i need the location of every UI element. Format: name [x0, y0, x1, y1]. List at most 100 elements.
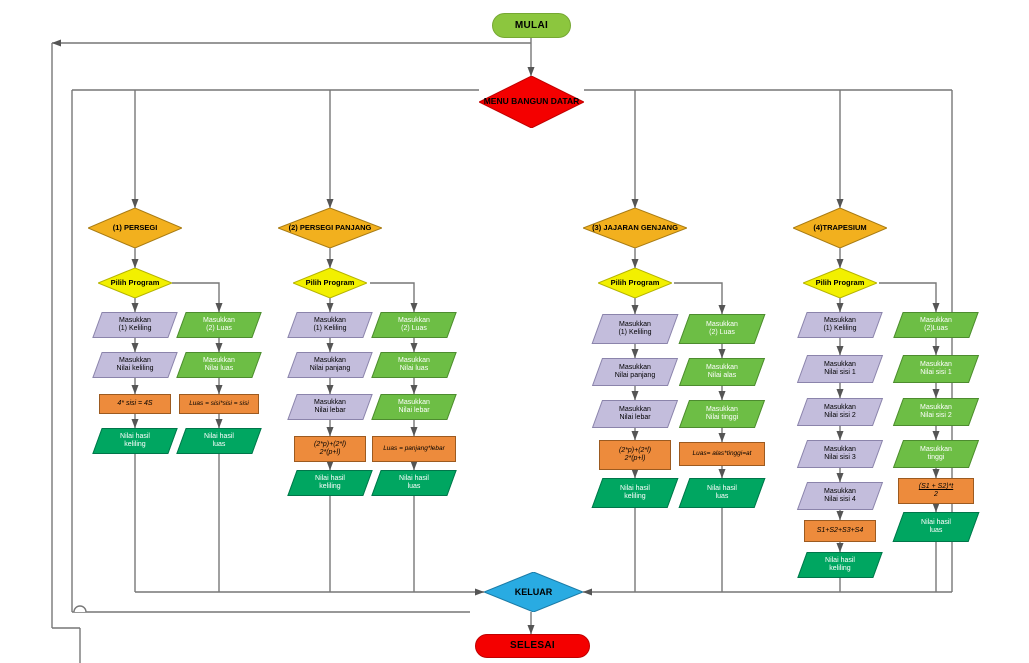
decision-program-persegi-panjang[interactable]: Pilih Program — [293, 268, 367, 298]
process-label: (2*p)+(2*l) 2*(p+l) — [313, 441, 347, 456]
decision-program-trapesium[interactable]: Pilih Program — [803, 268, 877, 298]
terminator-end-label: SELESAI — [510, 640, 555, 652]
input-persegi-panjang-keliling-2[interactable]: Masukkan Nilai panjang — [287, 352, 373, 378]
input-label: Masukkan (2) Luas — [203, 316, 235, 332]
output-label: Nilai hasil keliling — [120, 432, 150, 448]
input-persegi-panjang-keliling-3[interactable]: Masukkan Nilai lebar — [287, 394, 373, 420]
input-label: Masukkan Nilai alas — [706, 363, 738, 379]
input-trapesium-keliling-5[interactable]: Masukkan Nilai sisi 4 — [796, 482, 884, 510]
process-label: (2*p)+(2*l) 2*(p+l) — [618, 447, 652, 462]
input-persegi-panjang-luas-2[interactable]: Masukkan Nilai luas — [371, 352, 457, 378]
output-jajaran-genjang-keliling[interactable]: Nilai hasil keliling — [591, 478, 679, 508]
decision-program-persegi[interactable]: Pilih Program — [98, 268, 172, 298]
output-label: Nilai hasil luas — [707, 484, 737, 500]
input-label: Masukkan Nilai sisi 1 — [920, 360, 952, 376]
input-label: Masukkan (1) Keliling — [313, 316, 347, 332]
terminator-end[interactable]: SELESAI — [475, 634, 590, 658]
input-jajaran-genjang-luas-3[interactable]: Masukkan Nilai tinggi — [678, 400, 766, 428]
decision-shape-persegi-panjang-label: (2) PERSEGI PANJANG — [288, 222, 372, 232]
output-label: Nilai hasil keliling — [825, 556, 855, 572]
output-persegi-keliling[interactable]: Nilai hasil keliling — [92, 428, 178, 454]
input-trapesium-luas-2[interactable]: Masukkan Nilai sisi 1 — [892, 355, 980, 383]
input-label: Masukkan Nilai lebar — [398, 398, 430, 414]
diamond-shape-program-persegi — [98, 268, 172, 298]
process-jajaran-genjang-keliling[interactable]: (2*p)+(2*l) 2*(p+l) — [599, 440, 671, 470]
input-persegi-luas-1[interactable]: Masukkan (2) Luas — [176, 312, 262, 338]
output-persegi-panjang-keliling[interactable]: Nilai hasil keliling — [287, 470, 373, 496]
input-trapesium-keliling-1[interactable]: Masukkan (1) Keliling — [797, 312, 883, 338]
input-label: Masukkan Nilai lebar — [314, 398, 346, 414]
decision-shape-jajaran-genjang[interactable]: (3) JAJARAN GENJANG — [583, 208, 687, 248]
process-trapesium-luas[interactable]: (S1 + S2)*t 2 — [898, 478, 974, 504]
output-trapesium-keliling[interactable]: Nilai hasil keliling — [797, 552, 883, 578]
decision-menu[interactable]: MENU BANGUN DATAR — [479, 76, 584, 128]
input-trapesium-luas-4[interactable]: Masukkan tinggi — [892, 440, 980, 468]
output-persegi-luas[interactable]: Nilai hasil luas — [176, 428, 262, 454]
decision-exit[interactable]: KELUAR — [484, 572, 583, 612]
diamond-shape-trapesium — [793, 208, 887, 248]
input-label: Masukkan Nilai sisi 3 — [824, 445, 856, 461]
decision-shape-trapesium[interactable]: (4)TRAPESIUM — [793, 208, 887, 248]
process-persegi-keliling[interactable]: 4* sisi = 4S — [99, 394, 171, 414]
process-jajaran-genjang-luas[interactable]: Luas= alas*tinggi=at — [679, 442, 765, 466]
input-label: Masukkan Nilai sisi 2 — [824, 403, 856, 419]
input-persegi-panjang-luas-3[interactable]: Masukkan Nilai lebar — [371, 394, 457, 420]
input-persegi-keliling-2[interactable]: Masukkan Nilai keliling — [92, 352, 178, 378]
decision-menu-label: MENU BANGUN DATAR — [483, 96, 580, 107]
input-trapesium-luas-1[interactable]: Masukkan (2)Luas — [893, 312, 979, 338]
decision-shape-persegi-panjang[interactable]: (2) PERSEGI PANJANG — [278, 208, 382, 248]
output-jajaran-genjang-luas[interactable]: Nilai hasil luas — [678, 478, 766, 508]
input-jajaran-genjang-keliling-2[interactable]: Masukkan Nilai panjang — [591, 358, 679, 386]
diamond-shape-jajaran-genjang — [583, 208, 687, 248]
diamond-shape-persegi-panjang — [278, 208, 382, 248]
process-label: Luas = panjang*lebar — [383, 445, 445, 453]
input-jajaran-genjang-keliling-3[interactable]: Masukkan Nilai lebar — [591, 400, 679, 428]
terminator-start[interactable]: MULAI — [492, 13, 571, 38]
input-label: Masukkan Nilai sisi 1 — [824, 360, 856, 376]
input-persegi-panjang-keliling-1[interactable]: Masukkan (1) Keliling — [287, 312, 373, 338]
decision-shape-trapesium-label: (4)TRAPESIUM — [813, 222, 867, 232]
decision-shape-persegi-label: (1) PERSEGI — [112, 222, 158, 232]
input-persegi-keliling-1[interactable]: Masukkan (1) Keliling — [92, 312, 178, 338]
diamond-shape-program-jajaran-genjang — [598, 268, 672, 298]
decision-program-jajaran-genjang-label: Pilih Program — [610, 277, 660, 287]
input-trapesium-keliling-3[interactable]: Masukkan Nilai sisi 2 — [796, 398, 884, 426]
process-persegi-panjang-luas[interactable]: Luas = panjang*lebar — [372, 436, 456, 462]
input-persegi-panjang-luas-1[interactable]: Masukkan (2) Luas — [371, 312, 457, 338]
output-persegi-panjang-luas[interactable]: Nilai hasil luas — [371, 470, 457, 496]
input-label: Masukkan (2) Luas — [706, 320, 738, 336]
input-label: Masukkan (2)Luas — [920, 316, 952, 332]
input-jajaran-genjang-luas-2[interactable]: Masukkan Nilai alas — [678, 358, 766, 386]
process-persegi-luas[interactable]: Luas = sisi*sisi = sisi — [179, 394, 259, 414]
input-label: Masukkan tinggi — [920, 445, 952, 461]
process-label: S1+S2+S3+S4 — [816, 527, 864, 535]
decision-program-persegi-label: Pilih Program — [110, 277, 160, 287]
input-label: Masukkan (1) Keliling — [823, 316, 857, 332]
decision-shape-persegi[interactable]: (1) PERSEGI — [88, 208, 182, 248]
input-label: Masukkan (1) Keliling — [618, 320, 652, 336]
input-label: Masukkan (1) Keliling — [118, 316, 152, 332]
input-persegi-luas-2[interactable]: Masukkan Nilai luas — [176, 352, 262, 378]
output-label: Nilai hasil keliling — [315, 474, 345, 490]
output-label: Nilai hasil luas — [399, 474, 429, 490]
decision-shape-jajaran-genjang-label: (3) JAJARAN GENJANG — [592, 222, 678, 232]
process-persegi-panjang-keliling[interactable]: (2*p)+(2*l) 2*(p+l) — [294, 436, 366, 462]
input-label: Masukkan (2) Luas — [398, 316, 430, 332]
input-jajaran-genjang-keliling-1[interactable]: Masukkan (1) Keliling — [591, 314, 679, 344]
output-trapesium-luas[interactable]: Nilai hasil luas — [892, 512, 980, 542]
process-trapesium-keliling[interactable]: S1+S2+S3+S4 — [804, 520, 876, 542]
input-label: Masukkan Nilai luas — [398, 356, 430, 372]
input-label: Masukkan Nilai sisi 2 — [920, 403, 952, 419]
decision-program-jajaran-genjang[interactable]: Pilih Program — [598, 268, 672, 298]
output-label: Nilai hasil luas — [921, 518, 951, 534]
diamond-shape-program-trapesium — [803, 268, 877, 298]
input-trapesium-keliling-2[interactable]: Masukkan Nilai sisi 1 — [796, 355, 884, 383]
process-denominator-label: 2 — [934, 491, 938, 498]
input-trapesium-keliling-4[interactable]: Masukkan Nilai sisi 3 — [796, 440, 884, 468]
input-label: Masukkan Nilai luas — [203, 356, 235, 372]
input-trapesium-luas-3[interactable]: Masukkan Nilai sisi 2 — [892, 398, 980, 426]
input-jajaran-genjang-luas-1[interactable]: Masukkan (2) Luas — [678, 314, 766, 344]
diamond-shape-menu — [479, 76, 584, 128]
decision-exit-label: KELUAR — [514, 586, 553, 597]
